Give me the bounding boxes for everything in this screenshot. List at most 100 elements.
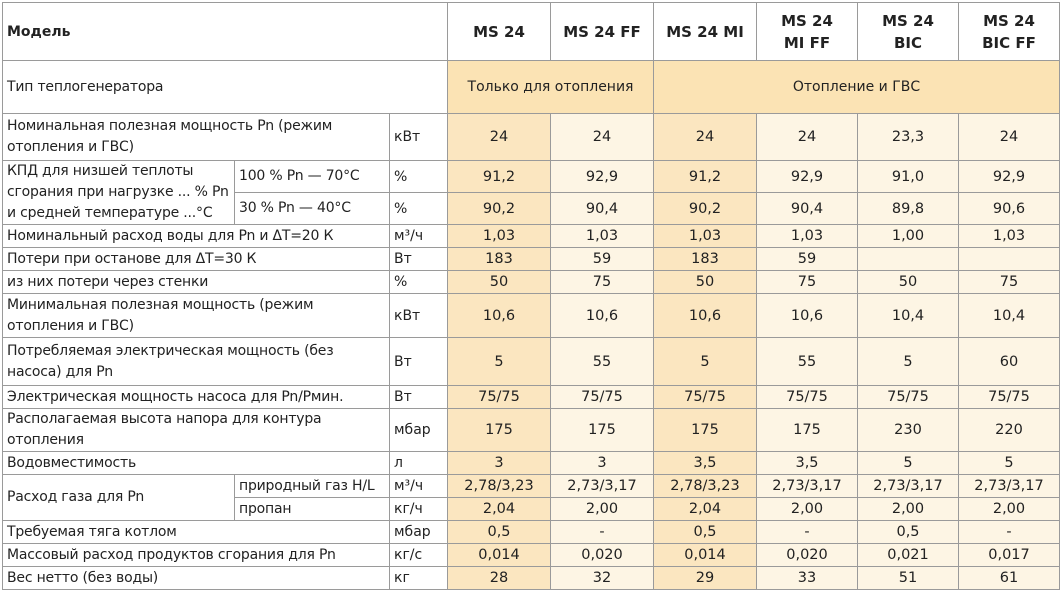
row-value: 33 [756, 566, 858, 590]
table-row: из них потери через стенки% 50 75 50 75 50 75 [2, 270, 1060, 294]
row-value: 2,73/3,17 [857, 474, 959, 498]
table-row: пропан кг/ч 2,04 2,00 2,04 2,00 2,00 2,00 [3, 497, 1060, 521]
row-value: 59 [756, 247, 858, 271]
row-label: Минимальная полезная мощность (режим ото… [2, 293, 390, 338]
row-value [857, 247, 959, 271]
row-unit: кг/ч [389, 497, 448, 521]
row-value: 0,014 [653, 543, 757, 567]
row-value: 50 [653, 270, 757, 294]
row-unit: кг [389, 566, 448, 590]
row-value: 2,04 [447, 497, 551, 521]
row-value: 1,03 [958, 224, 1060, 248]
row-value: 183 [447, 247, 551, 271]
row-value: 0,014 [447, 543, 551, 567]
row-value [958, 247, 1060, 271]
row-value: 59 [550, 247, 654, 271]
row-value: 1,03 [550, 224, 654, 248]
row-label: Номинальная полезная мощность Pn (режим … [2, 113, 390, 161]
row-value: 75/75 [958, 385, 1060, 409]
row-value: 175 [447, 408, 551, 452]
row-value: 89,8 [857, 192, 959, 225]
row-label: Потребляемая электрическая мощность (без… [2, 337, 390, 386]
table-row: Потребляемая электрическая мощность (без… [2, 337, 1060, 386]
row-value: 5 [447, 337, 551, 386]
row-value: 24 [447, 113, 551, 161]
row-unit: Вт [389, 385, 448, 409]
row-value: 91,0 [857, 160, 959, 193]
table-row: 30 % Pn — 40°С% 90,2 90,4 90,2 90,4 89,8 90,6 [3, 192, 1060, 225]
row-value: 3,5 [653, 451, 757, 475]
row-value: 75/75 [857, 385, 959, 409]
heat-type-label: Тип теплогенератора [2, 60, 448, 114]
row-value: 92,9 [550, 160, 654, 193]
row-value: 24 [958, 113, 1060, 161]
row-value: 10,6 [550, 293, 654, 338]
row-value: 75/75 [756, 385, 858, 409]
row-value: 2,00 [958, 497, 1060, 521]
row-value: 5 [958, 451, 1060, 475]
row-value: 2,73/3,17 [756, 474, 858, 498]
row-unit: Вт [389, 247, 448, 271]
row-value: 55 [756, 337, 858, 386]
row-sub-label: пропан [234, 497, 390, 521]
table-row: Номинальный расход воды для Pn и ΔТ=20 К… [2, 224, 1060, 248]
row-unit: Вт [389, 337, 448, 386]
row-value: 92,9 [756, 160, 858, 193]
row-value: 2,78/3,23 [653, 474, 757, 498]
row-value: 0,020 [550, 543, 654, 567]
heat-type-group-a: Только для отопления [447, 60, 654, 114]
row-value: 61 [958, 566, 1060, 590]
row-value: 3 [447, 451, 551, 475]
row-value: 90,4 [756, 192, 858, 225]
table-row: Минимальная полезная мощность (режим ото… [2, 293, 1060, 338]
row-value: 230 [857, 408, 959, 452]
table-row: Потери при останове для ΔТ=30 К Вт 183 59 18… [2, 247, 1060, 271]
row-label: Располагаемая высота напора для контура … [2, 408, 390, 452]
row-value: 1,03 [447, 224, 551, 248]
row-value: 0,5 [653, 520, 757, 544]
model-header: Модель [2, 2, 448, 61]
row-unit: мбар [389, 408, 448, 452]
row-value: 0,5 [447, 520, 551, 544]
row-value: 51 [857, 566, 959, 590]
row-value: - [756, 520, 858, 544]
row-value: 55 [550, 337, 654, 386]
row-value: 2,00 [857, 497, 959, 521]
row-value: 1,03 [756, 224, 858, 248]
row-value: 2,78/3,23 [447, 474, 551, 498]
row-value: 24 [653, 113, 757, 161]
row-value: - [550, 520, 654, 544]
row-unit: % [389, 270, 448, 294]
row-value: 29 [653, 566, 757, 590]
row-value: 0,5 [857, 520, 959, 544]
row-value: 0,020 [756, 543, 858, 567]
row-value: 90,2 [447, 192, 551, 225]
row-label: Вес нетто (без воды) [2, 566, 390, 590]
row-value: 0,021 [857, 543, 959, 567]
row-value: 90,2 [653, 192, 757, 225]
model-col-3: MS 24 MI [653, 2, 757, 61]
row-value: 50 [857, 270, 959, 294]
row-value: 24 [756, 113, 858, 161]
row-label: Водовместимость [2, 451, 390, 475]
row-value: 75 [550, 270, 654, 294]
header-row: Модель MS 24 MS 24 FF MS 24 MI MS 24 MI … [2, 2, 1060, 61]
row-value: - [958, 520, 1060, 544]
table-row: Электрическая мощность насоса для Pn/Pми… [2, 385, 1060, 409]
row-value: 50 [447, 270, 551, 294]
row-value: 2,00 [756, 497, 858, 521]
row-unit: кг/с [389, 543, 448, 567]
row-value: 10,6 [653, 293, 757, 338]
specifications-table: Модель MS 24 MS 24 FF MS 24 MI MS 24 MI … [2, 2, 1060, 590]
model-col-4: MS 24 MI FF [756, 2, 858, 61]
row-value: 5 [857, 451, 959, 475]
spec-rows: Номинальная полезная мощность Pn (режим … [2, 113, 1060, 590]
model-col-6: MS 24 BIC FF [958, 2, 1060, 61]
table-row: КПД для низшей теплоты сгорания при нагр… [2, 160, 1060, 225]
row-value: 2,73/3,17 [958, 474, 1060, 498]
row-value: 175 [550, 408, 654, 452]
table-row: Расход газа для Pn природный газ H/L м³/ч 2… [2, 474, 1060, 521]
row-value: 91,2 [653, 160, 757, 193]
row-value: 3,5 [756, 451, 858, 475]
model-col-5: MS 24 BIC [857, 2, 959, 61]
